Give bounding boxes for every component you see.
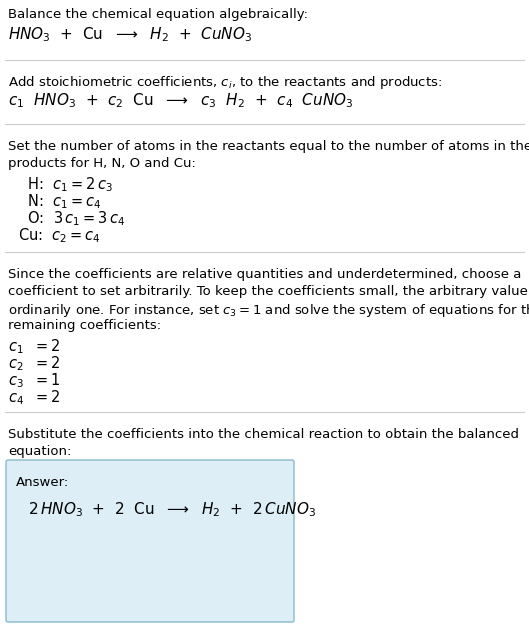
Text: Answer:: Answer: — [16, 476, 69, 489]
Text: $c_{4}$  $= 2$: $c_{4}$ $= 2$ — [8, 388, 60, 407]
Text: N:  $c_{1} = c_{4}$: N: $c_{1} = c_{4}$ — [18, 192, 102, 211]
Text: Substitute the coefficients into the chemical reaction to obtain the balanced: Substitute the coefficients into the che… — [8, 428, 519, 441]
Text: coefficient to set arbitrarily. To keep the coefficients small, the arbitrary va: coefficient to set arbitrarily. To keep … — [8, 285, 529, 298]
Text: $HNO_{3}$  $+$  Cu  $\longrightarrow$  $H_{2}$  $+$  $CuNO_{3}$: $HNO_{3}$ $+$ Cu $\longrightarrow$ $H_{2… — [8, 25, 252, 44]
Text: O:  $3\,c_{1} = 3\,c_{4}$: O: $3\,c_{1} = 3\,c_{4}$ — [18, 209, 125, 228]
Text: Add stoichiometric coefficients, $c_{i}$, to the reactants and products:: Add stoichiometric coefficients, $c_{i}$… — [8, 74, 442, 91]
Text: products for H, N, O and Cu:: products for H, N, O and Cu: — [8, 157, 196, 170]
Text: ordinarily one. For instance, set $c_{3} = 1$ and solve the system of equations : ordinarily one. For instance, set $c_{3}… — [8, 302, 529, 319]
Text: Cu:  $c_{2} = c_{4}$: Cu: $c_{2} = c_{4}$ — [18, 226, 101, 245]
Text: $2\,HNO_{3}$  $+$  $2$  Cu  $\longrightarrow$  $H_{2}$  $+$  $2\,CuNO_{3}$: $2\,HNO_{3}$ $+$ $2$ Cu $\longrightarrow… — [28, 500, 316, 519]
Text: $c_{1}$  $= 2$: $c_{1}$ $= 2$ — [8, 337, 60, 356]
Text: Set the number of atoms in the reactants equal to the number of atoms in the: Set the number of atoms in the reactants… — [8, 140, 529, 153]
Text: remaining coefficients:: remaining coefficients: — [8, 319, 161, 332]
Text: H:  $c_{1} = 2\,c_{3}$: H: $c_{1} = 2\,c_{3}$ — [18, 175, 113, 194]
Text: Balance the chemical equation algebraically:: Balance the chemical equation algebraica… — [8, 8, 308, 21]
Text: $c_{3}$  $= 1$: $c_{3}$ $= 1$ — [8, 371, 60, 390]
FancyBboxPatch shape — [6, 460, 294, 622]
Text: $c_{1}$  $HNO_{3}$  $+$  $c_{2}$  Cu  $\longrightarrow$  $c_{3}$  $H_{2}$  $+$  : $c_{1}$ $HNO_{3}$ $+$ $c_{2}$ Cu $\longr… — [8, 91, 353, 110]
Text: $c_{2}$  $= 2$: $c_{2}$ $= 2$ — [8, 354, 60, 372]
Text: equation:: equation: — [8, 445, 71, 458]
Text: Since the coefficients are relative quantities and underdetermined, choose a: Since the coefficients are relative quan… — [8, 268, 522, 281]
